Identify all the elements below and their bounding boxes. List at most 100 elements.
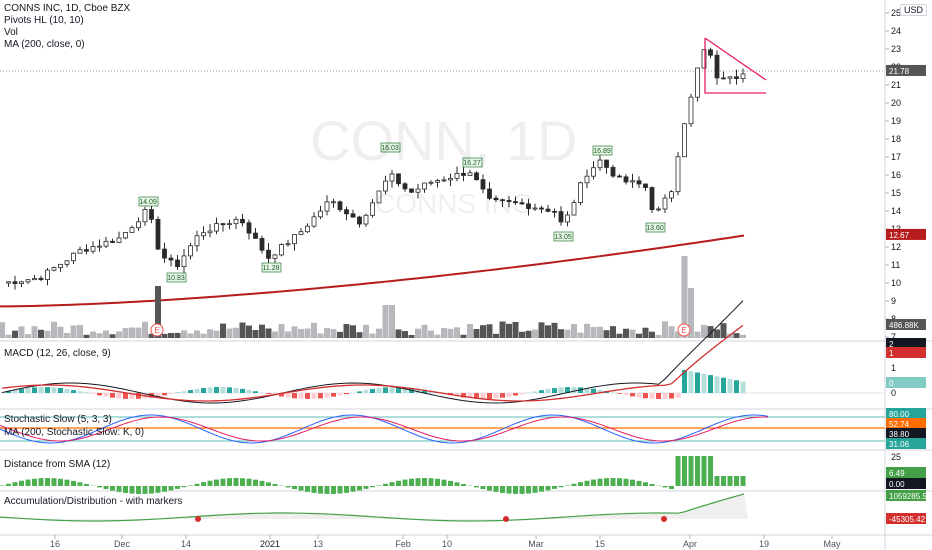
distance-bar: [285, 486, 291, 488]
macd-label[interactable]: MACD (12, 26, close, 9): [4, 348, 111, 359]
stoch-badge-k: [886, 428, 926, 439]
indicator-volume[interactable]: Vol: [4, 27, 18, 38]
stoch-label[interactable]: Stochastic Slow (5, 3, 3): [4, 414, 112, 425]
macd-histogram-bar: [19, 388, 24, 393]
candle: [604, 159, 609, 168]
volume-bar: [473, 328, 480, 338]
time-tick-label: Mar: [528, 539, 544, 549]
dist-label[interactable]: Distance from SMA (12): [4, 459, 111, 470]
earnings-marker[interactable]: [677, 323, 691, 337]
distance-bar: [571, 483, 577, 486]
macd-histogram-bar: [305, 393, 310, 399]
macd-histogram-bar: [454, 393, 460, 397]
volume-bar: [642, 327, 649, 338]
macd-histogram-bar: [181, 391, 187, 393]
distance-bar: [558, 486, 564, 488]
distance-bar: [337, 486, 343, 494]
dist-badge-zero: [886, 478, 926, 489]
distance-bar: [539, 486, 544, 492]
price-tick-label: 7: [891, 332, 896, 342]
distance-bar: [6, 483, 11, 486]
macd-histogram-bar: [90, 393, 96, 395]
candle: [636, 180, 642, 185]
candle: [207, 230, 213, 234]
candle: [71, 252, 76, 262]
volume-bar: [181, 330, 187, 338]
ad-label[interactable]: Accumulation/Distribution - with markers: [4, 496, 183, 507]
volume-bar: [252, 329, 259, 338]
pivot-label: 16.89: [593, 148, 611, 155]
volume-bar: [597, 326, 603, 338]
volume-bar: [486, 324, 493, 338]
macd-histogram-bar: [675, 393, 681, 398]
candle: [370, 202, 375, 216]
macd-histogram-bar: [740, 381, 746, 393]
volume-bar: [83, 334, 90, 338]
distance-bar: [123, 486, 128, 493]
dist-badge-zero-label: 0.00: [889, 480, 905, 489]
distance-bar: [71, 480, 76, 486]
volume-bar: [447, 328, 454, 338]
triangle-drawing[interactable]: [704, 37, 767, 94]
candle: [675, 156, 681, 193]
volume-bar: [265, 328, 272, 338]
macd-histogram-bar: [32, 387, 37, 393]
macd-histogram-bar: [721, 377, 726, 393]
macd-histogram-bar: [474, 393, 479, 399]
distance-bar: [162, 486, 167, 492]
stoch-badge-ma-label: 52.74: [889, 420, 910, 429]
candle: [565, 214, 570, 223]
macd-histogram-bar: [123, 393, 128, 399]
volume-bar: [733, 333, 740, 338]
stoch-ma-label[interactable]: MA (200, Stochastic Slow: K, 0): [4, 427, 145, 438]
macd-histogram-bar: [383, 387, 388, 393]
symbol-title[interactable]: CONNS INC, 1D, Cboe BZX: [4, 3, 131, 14]
macd-badge-signal-label: 1: [889, 349, 894, 358]
indicator-pivots[interactable]: Pivots HL (10, 10): [4, 15, 84, 26]
volume-value-badge-label: 486.88K: [889, 321, 919, 330]
volume-bar: [428, 330, 434, 338]
pivot-label-box: [645, 222, 666, 233]
distance-bar: [194, 483, 200, 486]
candle: [123, 232, 128, 239]
volume-bar: [675, 331, 681, 338]
volume-value-badge: [886, 319, 926, 330]
price-tick-label: 11: [891, 260, 900, 270]
candle: [545, 208, 551, 212]
macd-histogram-bar: [292, 393, 297, 399]
macd-histogram-bar: [708, 375, 713, 393]
macd-histogram-bar: [116, 393, 122, 399]
macd-histogram-bar: [519, 393, 525, 395]
pivot-label: 11.28: [263, 265, 280, 272]
macd-histogram-bar: [168, 393, 174, 395]
volume-bar: [363, 324, 369, 338]
ma-value-badge-label: 12.67: [889, 231, 910, 240]
distance-bar: [688, 456, 694, 486]
volume-bar: [564, 329, 571, 338]
pivot-label-box: [380, 142, 401, 153]
candle: [519, 202, 525, 205]
candle: [487, 188, 492, 199]
candle: [493, 197, 499, 201]
volume-bar: [415, 328, 421, 338]
candle: [84, 249, 89, 252]
macd-histogram-bar: [58, 388, 63, 393]
earnings-marker[interactable]: [150, 323, 164, 337]
volume-bar: [532, 329, 538, 338]
distance-bar: [727, 476, 733, 486]
macd-histogram-bar: [6, 391, 11, 393]
candle: [97, 245, 102, 248]
volume-bar: [96, 333, 103, 338]
volume-bar: [324, 328, 330, 338]
volume-bar: [460, 334, 467, 338]
currency-badge[interactable]: USD: [900, 4, 928, 16]
distance-bar: [526, 486, 531, 494]
last-price-badge-label: 21.78: [889, 67, 910, 76]
distance-bar: [220, 478, 226, 486]
macd-histogram-bar: [64, 388, 70, 393]
candle: [58, 263, 63, 268]
volume-bar: [421, 324, 428, 338]
indicator-ma[interactable]: MA (200, close, 0): [4, 39, 85, 50]
